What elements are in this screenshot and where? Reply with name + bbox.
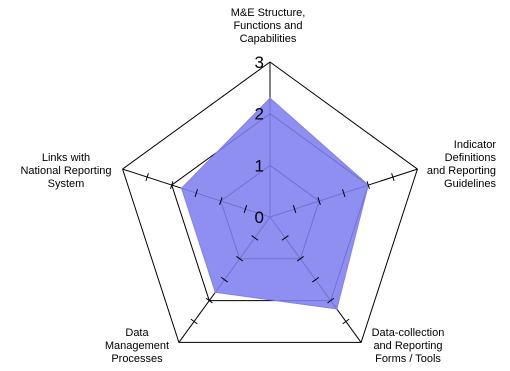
data-point-1 [269,97,271,100]
axis-label-line: Definitions [445,152,497,164]
tick-mark [312,276,320,283]
data-point-4 [214,291,217,294]
tick-mark [296,256,304,262]
data-point-5 [180,187,183,190]
tick-mark [281,235,289,241]
tick-mark [317,197,321,205]
axis-label-5: Links with National Reporting System [20,152,111,190]
tick-label-0: 0 [255,208,264,227]
radar-series [180,97,370,310]
series-area-1 [180,97,369,310]
tick-mark [170,181,174,190]
tick-mark [243,205,248,213]
axis-label-line: Guidelines [444,178,496,190]
tick-label-3: 3 [255,53,264,72]
axis-label-line: National Reporting [20,165,111,177]
axis-label-line: Processes [111,353,163,365]
tick-mark [236,256,244,262]
tick-mark [190,318,198,325]
axis-label-line: Indicator [454,139,497,151]
data-point-3 [335,307,338,310]
axis-label-line: Forms / Tools [375,353,441,365]
tick-mark [205,297,213,304]
axis-label-2: Indicator Definitions and Reporting Guideli… [427,139,497,190]
axis-label-line: and Reporting [427,165,496,177]
tick-mark [292,205,297,213]
tick-label-2: 2 [255,105,264,124]
axis-label-1: M&E Structure, Functions and Capabilities [231,7,306,45]
tick-mark [251,235,259,241]
tick-mark [327,297,335,304]
axis-label-line: M&E Structure, [231,7,306,19]
grid-ring-3 [121,61,419,343]
axis-label-line: Management [105,340,169,352]
tick-mark [366,181,370,190]
tick-mark [194,189,199,198]
axis-label-4: Data Management Processes [105,327,169,365]
axis-label-line: System [48,178,85,190]
tick-mark [145,173,149,182]
axis-label-line: Functions and [233,20,302,32]
tick-label-1: 1 [255,156,264,175]
axis-label-line: Data [125,327,149,339]
tick-mark [391,173,395,182]
axis-label-line: Links with [42,152,90,164]
axis-label-3: Data-collection and Reporting Forms / Tool… [372,327,445,365]
radar-tick-marks [145,173,395,325]
axis-label-line: Data-collection [372,327,445,339]
radar-axis-labels: M&E Structure, Functions and Capabilities I… [20,7,496,365]
tick-mark [341,189,346,198]
tick-mark [342,318,350,325]
radar-tick-labels: 0 1 2 3 [255,53,264,227]
axis-label-line: and Reporting [373,340,442,352]
tick-mark [220,276,228,283]
tick-mark [219,197,223,205]
axis-label-line: Capabilities [240,33,297,45]
